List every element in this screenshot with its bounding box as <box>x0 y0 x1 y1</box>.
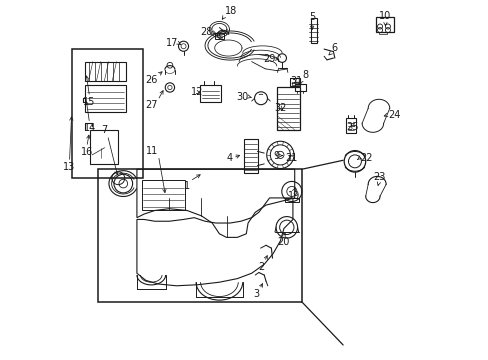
Text: 32: 32 <box>274 103 286 113</box>
Bar <box>296 82 299 85</box>
Bar <box>142 180 185 211</box>
Text: 24: 24 <box>387 110 400 120</box>
Text: 8: 8 <box>301 70 307 80</box>
Text: 27: 27 <box>145 100 158 111</box>
Bar <box>215 33 224 40</box>
Bar <box>292 82 294 85</box>
Bar <box>290 78 300 86</box>
Bar <box>85 85 126 112</box>
Text: 15: 15 <box>83 97 96 107</box>
Text: 31: 31 <box>290 76 302 86</box>
Bar <box>85 62 126 81</box>
Text: 20: 20 <box>277 237 289 247</box>
Text: 16: 16 <box>81 147 93 157</box>
Text: 5: 5 <box>308 12 314 22</box>
Text: 9: 9 <box>273 150 279 161</box>
Text: 10: 10 <box>379 12 391 22</box>
Text: 11: 11 <box>146 145 158 156</box>
Text: 1: 1 <box>183 181 190 191</box>
Text: 25: 25 <box>346 122 358 132</box>
Text: 2: 2 <box>258 262 264 272</box>
Text: 7: 7 <box>101 125 107 135</box>
Bar <box>379 32 386 34</box>
Text: 14: 14 <box>83 123 96 133</box>
Text: 18: 18 <box>224 6 237 16</box>
Text: 3: 3 <box>253 289 259 300</box>
Text: 28: 28 <box>200 27 212 37</box>
Text: 29: 29 <box>263 54 276 64</box>
Text: 22: 22 <box>359 153 372 163</box>
Bar <box>284 198 298 202</box>
Bar <box>276 87 300 130</box>
Text: 19: 19 <box>287 192 300 202</box>
Text: 21: 21 <box>285 153 297 163</box>
Text: 26: 26 <box>145 75 158 85</box>
Text: 4: 4 <box>226 153 233 163</box>
Bar <box>199 85 221 102</box>
Bar <box>376 17 393 32</box>
Bar <box>294 84 305 91</box>
Text: 30: 30 <box>236 92 248 102</box>
Bar <box>244 139 258 173</box>
Bar <box>89 130 118 164</box>
Text: 17: 17 <box>165 38 178 48</box>
Bar <box>345 118 355 133</box>
Bar <box>72 49 143 178</box>
Text: 13: 13 <box>63 162 76 172</box>
Text: 23: 23 <box>372 172 385 182</box>
Text: 12: 12 <box>191 87 203 97</box>
Bar <box>310 18 317 43</box>
Text: 6: 6 <box>330 43 337 53</box>
Bar <box>98 169 301 302</box>
